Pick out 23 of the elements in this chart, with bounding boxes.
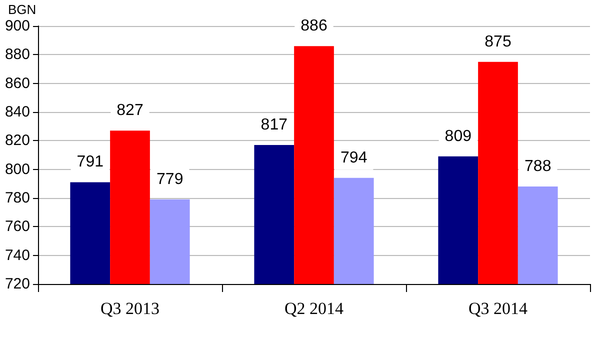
x-tick-label: Q3 2014	[468, 299, 528, 318]
y-tick-label: 780	[4, 190, 30, 206]
y-tick-label: 720	[4, 276, 30, 292]
y-tick-label: 900	[4, 18, 30, 34]
y-tick-label: 820	[4, 132, 30, 150]
data-label: 779	[156, 170, 184, 188]
data-label: 817	[260, 116, 288, 134]
y-tick-label: 860	[4, 74, 30, 92]
y-axis-title: BGN	[8, 2, 36, 17]
y-tick-label: 840	[4, 104, 30, 120]
data-label: 794	[340, 149, 368, 166]
y-tick-label: 760	[4, 218, 30, 236]
x-tick-label: Q3 2013	[100, 299, 160, 318]
y-tick-label: 880	[4, 46, 30, 64]
data-label: 827	[116, 102, 144, 120]
data-label: 788	[524, 158, 552, 176]
data-label: 886	[300, 18, 328, 35]
data-label: 875	[484, 33, 512, 50]
y-tick-label: 740	[4, 246, 30, 264]
data-label: 809	[444, 128, 472, 145]
data-label: 791	[76, 154, 104, 171]
x-tick-label: Q2 2014	[284, 299, 344, 318]
y-tick-label: 800	[4, 160, 30, 178]
